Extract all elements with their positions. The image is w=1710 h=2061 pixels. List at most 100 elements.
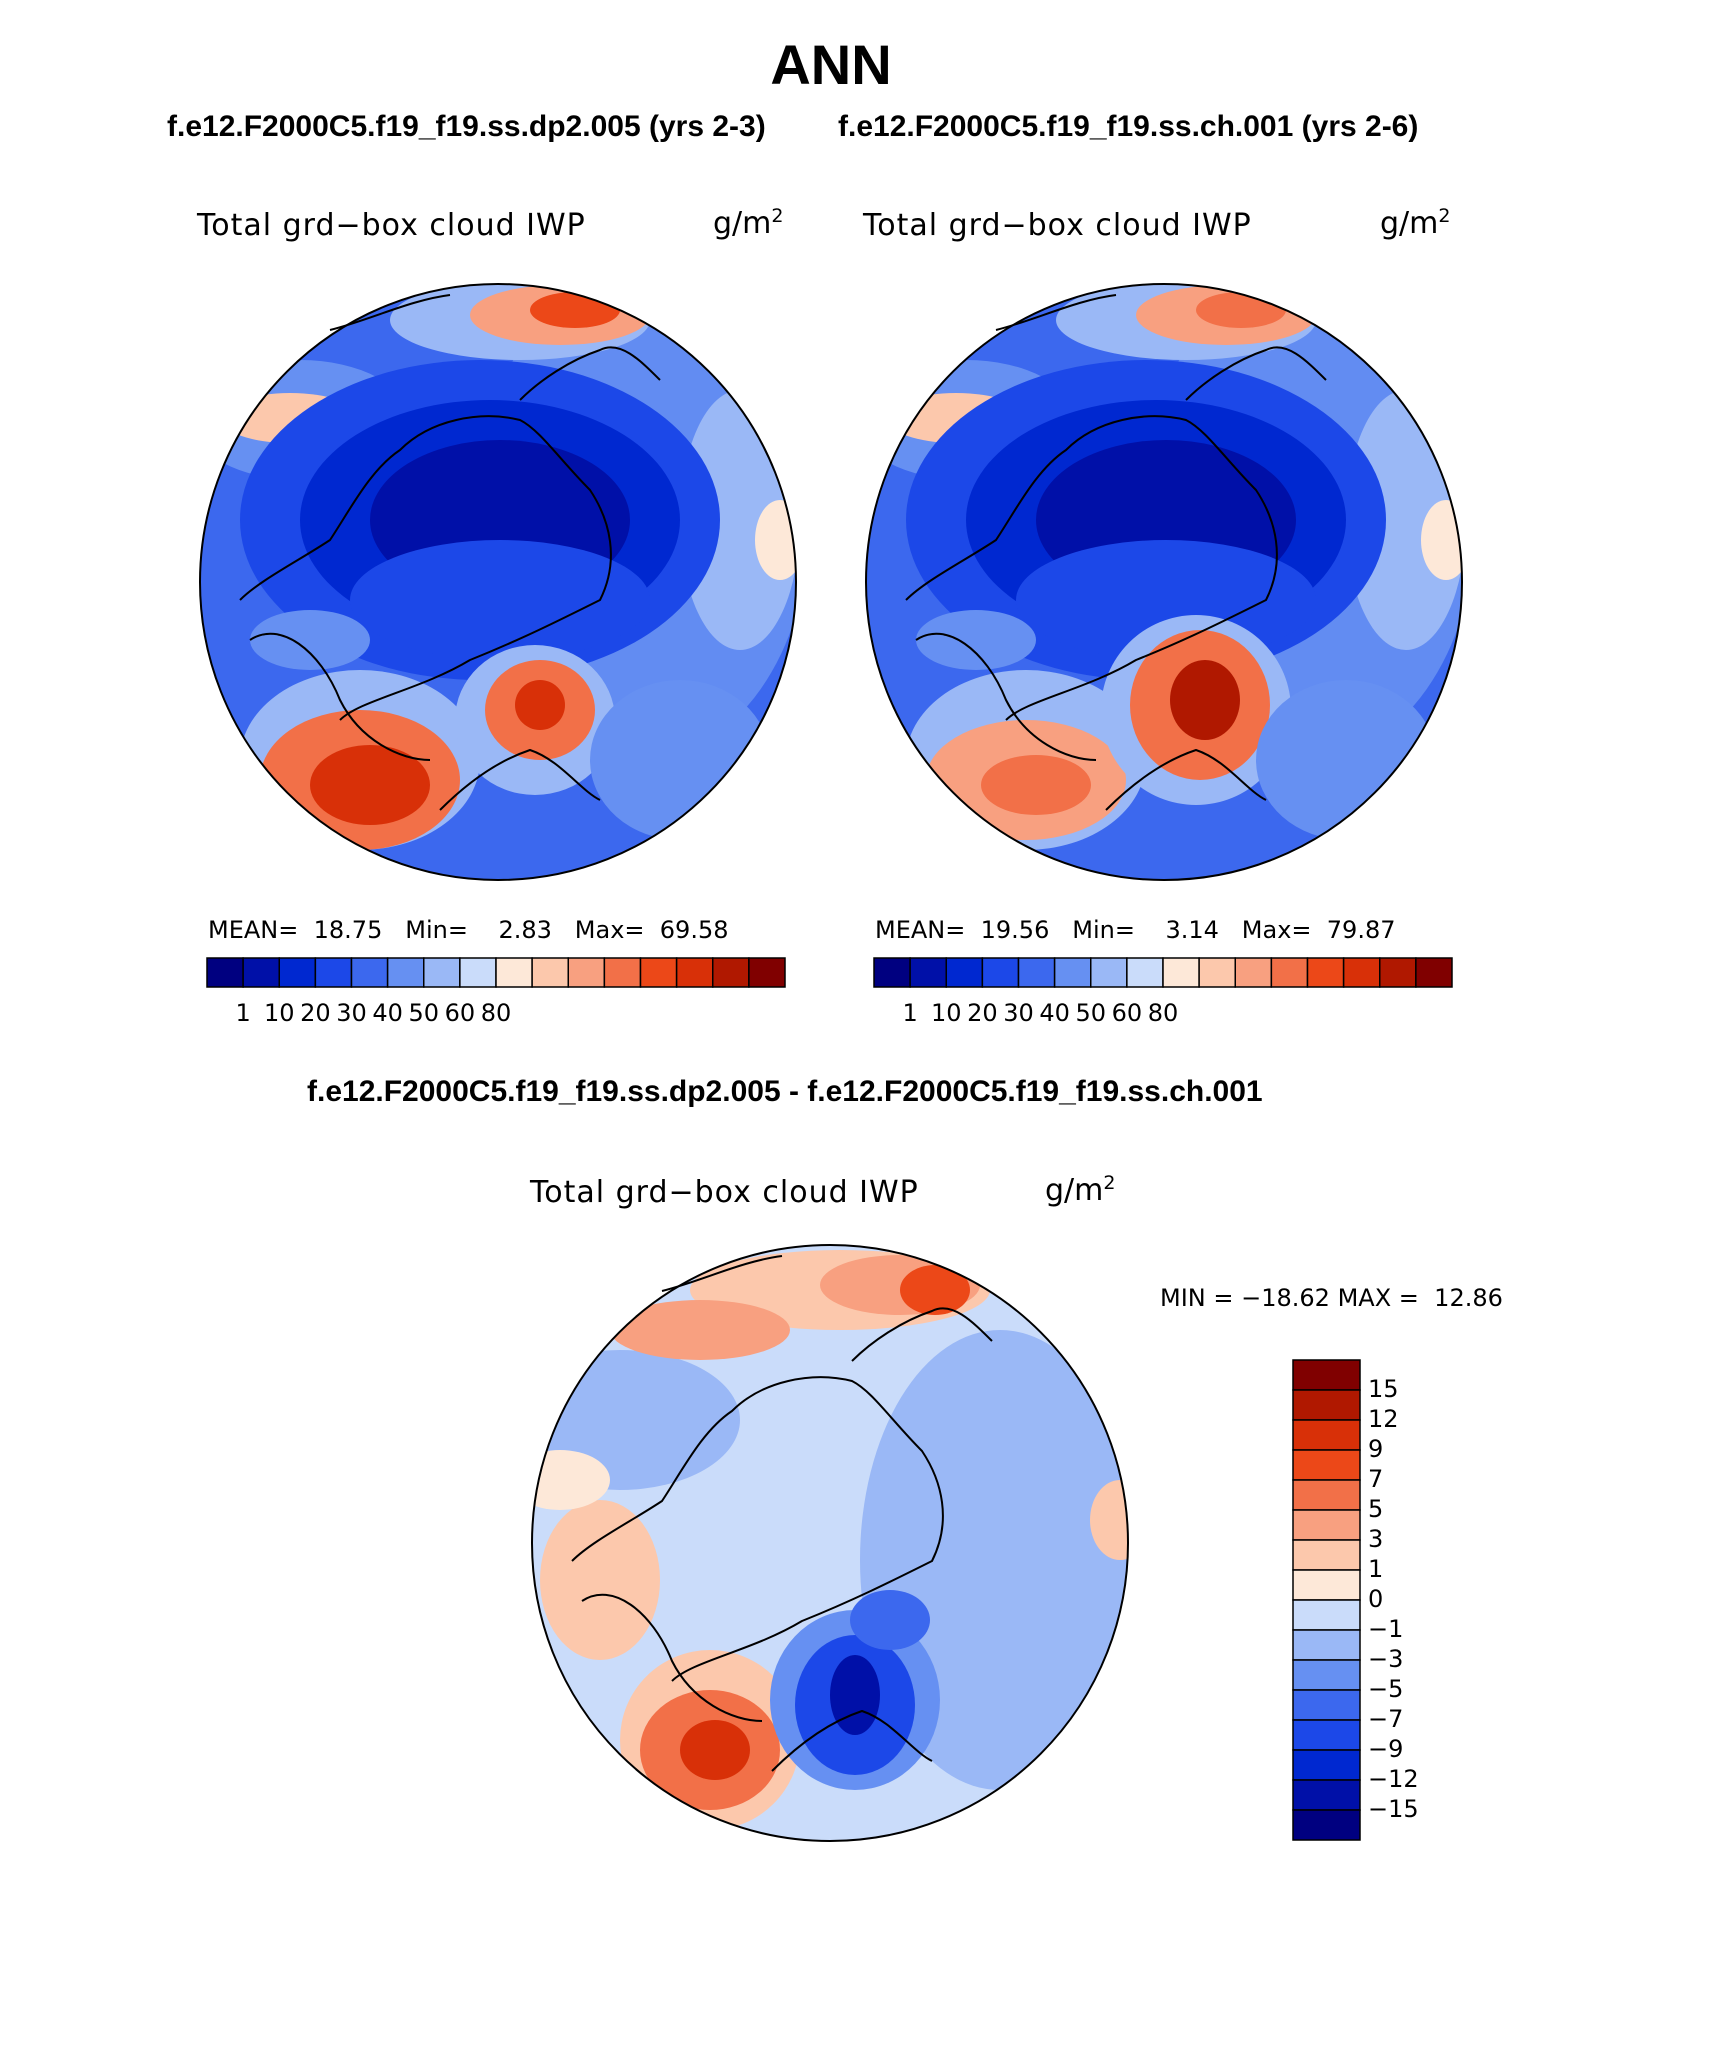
diff-colorbar-swatch (1292, 1659, 1361, 1691)
left-colorbar-tick-label: 60 (444, 999, 476, 1027)
right-colorbar-swatch (1306, 957, 1345, 988)
left-colorbar-swatch (278, 957, 317, 988)
left-colorbar-swatch (350, 957, 389, 988)
right-colorbar-swatch (1162, 957, 1200, 988)
main-title: ANN (770, 33, 892, 96)
left-colorbar-swatch (531, 957, 569, 988)
diff-colorbar-swatch (1292, 1539, 1361, 1571)
diff-polar-map (532, 1245, 1128, 1841)
diff-colorbar-tick-label: 12 (1368, 1405, 1399, 1433)
right-colorbar-tick-label: 40 (1039, 999, 1070, 1027)
left-colorbar-swatch (423, 957, 461, 988)
diff-colorbar-tick-label: −9 (1368, 1735, 1404, 1763)
right-colorbar-swatch (1234, 957, 1273, 988)
diff-colorbar-swatch (1292, 1479, 1361, 1511)
right-colorbar-swatch (1053, 957, 1092, 988)
left-colorbar-tick-label: 30 (336, 999, 367, 1027)
diff-colorbar-tick-label: 5 (1368, 1495, 1384, 1523)
right-colorbar-swatch (1415, 957, 1453, 988)
right-colorbar-tick-label: 30 (1003, 999, 1034, 1027)
diff-colorbar-swatch (1292, 1449, 1361, 1481)
right-units-label: g/m2 (1380, 205, 1451, 241)
right-colorbar-swatch (1270, 957, 1309, 988)
left-coastlines (239, 294, 661, 811)
diff-colorbar-tick-label: 3 (1368, 1525, 1384, 1553)
left-colorbar-swatch (495, 957, 533, 988)
right-colorbar-tick-label: 60 (1111, 999, 1143, 1027)
right-colorbar-swatch (981, 957, 1020, 988)
diff-stats: MIN = −18.62 MAX = 12.86 (1160, 1284, 1503, 1312)
left-stats: MEAN= 18.75 Min= 2.83 Max= 69.58 (208, 916, 729, 944)
right-colorbar-tick-label: 20 (967, 999, 998, 1027)
left-polar-map (200, 284, 796, 880)
diff-colorbar-tick-label: 15 (1368, 1375, 1399, 1403)
diff-colorbar (1292, 1359, 1361, 1841)
right-case-title: f.e12.F2000C5.f19_f19.ss.ch.001 (yrs 2-6… (838, 110, 1419, 143)
right-stats: MEAN= 19.56 Min= 3.14 Max= 79.87 (875, 916, 1396, 944)
right-colorbar-swatch (1198, 957, 1236, 988)
left-colorbar-tick-label: 1 (235, 999, 251, 1027)
diff-colorbar-swatch (1292, 1419, 1361, 1451)
diff-colorbar-tick-label: 7 (1368, 1465, 1384, 1493)
left-variable-label: Total grd−box cloud IWP (197, 208, 586, 243)
right-colorbar (873, 957, 1453, 988)
diff-colorbar-tick-label: −1 (1368, 1615, 1404, 1643)
right-colorbar-swatch (873, 957, 911, 988)
right-colorbar-tick-label: 80 (1147, 999, 1179, 1027)
diff-colorbar-swatch (1292, 1629, 1361, 1661)
left-colorbar-swatch (242, 957, 280, 988)
diff-colorbar-swatch (1292, 1569, 1361, 1601)
left-colorbar-tick-label: 10 (263, 999, 295, 1027)
diff-colorbar-tick-label: −5 (1368, 1675, 1404, 1703)
left-colorbar-tick-label: 50 (408, 999, 440, 1027)
right-colorbar-tick-label: 1 (902, 999, 918, 1027)
left-colorbar-swatch (567, 957, 606, 988)
left-colorbar-tick-label: 80 (480, 999, 512, 1027)
diff-colorbar-tick-label: 9 (1368, 1435, 1384, 1463)
diff-colorbar-tick-label: −3 (1368, 1645, 1404, 1673)
left-colorbar-swatch (712, 957, 750, 988)
right-polar-map (866, 284, 1462, 880)
left-colorbar-tick-label: 40 (372, 999, 403, 1027)
left-colorbar-swatch (748, 957, 786, 988)
left-colorbar-swatch (603, 957, 642, 988)
right-colorbar-tick-label: 10 (930, 999, 962, 1027)
diff-colorbar-swatch (1292, 1719, 1361, 1751)
right-colorbar-swatch (1379, 957, 1417, 988)
left-colorbar-tick-label: 20 (300, 999, 331, 1027)
right-colorbar-tick-label: 50 (1075, 999, 1107, 1027)
diff-variable-label: Total grd−box cloud IWP (530, 1175, 919, 1210)
diff-colorbar-swatch (1292, 1389, 1361, 1421)
right-colorbar-swatch (909, 957, 947, 988)
left-units-label: g/m2 (713, 205, 784, 241)
left-colorbar-swatch (639, 957, 678, 988)
diff-colorbar-tick-label: −12 (1368, 1765, 1419, 1793)
left-colorbar-swatch (459, 957, 497, 988)
left-colorbar-swatch (386, 957, 425, 988)
diff-colorbar-swatch (1292, 1809, 1361, 1841)
diff-colorbar-tick-label: −15 (1368, 1795, 1419, 1823)
left-colorbar-swatch (675, 957, 714, 988)
diff-units-label: g/m2 (1045, 1172, 1116, 1208)
right-coastlines (905, 294, 1327, 811)
diff-colorbar-swatch (1292, 1749, 1361, 1781)
right-variable-label: Total grd−box cloud IWP (863, 208, 1252, 243)
diff-colorbar-tick-label: −7 (1368, 1705, 1404, 1733)
diff-coastlines (571, 1255, 993, 1772)
left-colorbar (206, 957, 786, 988)
diff-colorbar-swatch (1292, 1359, 1361, 1391)
diff-colorbar-swatch (1292, 1599, 1361, 1631)
right-colorbar-swatch (945, 957, 984, 988)
right-colorbar-swatch (1017, 957, 1056, 988)
diff-colorbar-swatch (1292, 1689, 1361, 1721)
left-case-title: f.e12.F2000C5.f19_f19.ss.dp2.005 (yrs 2-… (167, 110, 766, 143)
difference-title: f.e12.F2000C5.f19_f19.ss.dp2.005 - f.e12… (307, 1075, 1263, 1108)
left-colorbar-swatch (314, 957, 353, 988)
diff-colorbar-tick-label: 1 (1368, 1555, 1384, 1583)
right-colorbar-swatch (1090, 957, 1128, 988)
right-colorbar-swatch (1342, 957, 1381, 988)
diff-colorbar-swatch (1292, 1509, 1361, 1541)
left-colorbar-swatch (206, 957, 244, 988)
diff-colorbar-tick-label: 0 (1368, 1585, 1384, 1613)
